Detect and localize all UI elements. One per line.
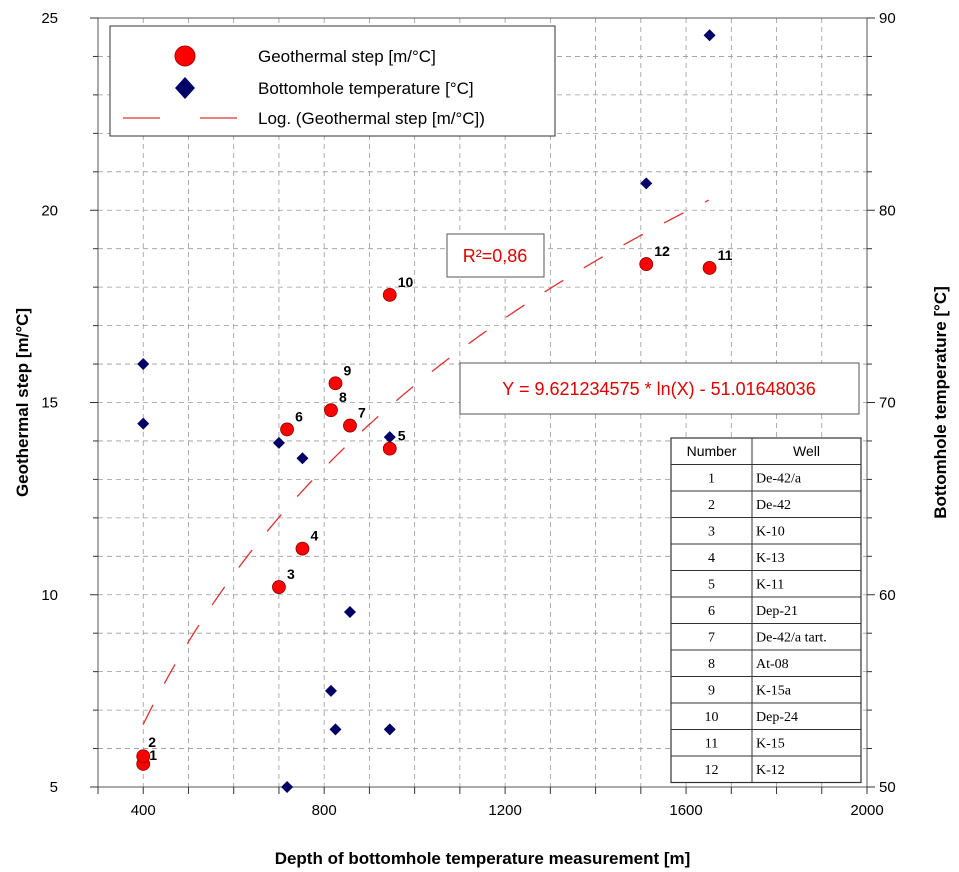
legend-label-geothermal-step: Geothermal step [m/°C] [258, 47, 436, 66]
table-header-well: Well [793, 443, 820, 459]
geothermal-step-point [639, 257, 654, 271]
geothermal-step-point [702, 261, 717, 275]
table-cell-well: De-42 [756, 498, 791, 513]
x-tick-label: 2000 [850, 802, 883, 819]
table-cell-well: K-10 [756, 525, 785, 540]
point-number-label: 4 [310, 528, 318, 544]
bottomhole-temperature-point [272, 436, 285, 449]
point-number-label: 5 [398, 428, 406, 444]
table-cell-number: 3 [708, 525, 715, 540]
geothermal-step-point [382, 287, 397, 302]
table-cell-number: 8 [708, 657, 715, 672]
y-left-tick-label: 20 [41, 202, 58, 219]
bottomhole-temperature-point [329, 723, 342, 736]
point-number-label: 10 [398, 274, 414, 290]
table-cell-number: 6 [708, 604, 715, 619]
table-cell-well: K-15a [756, 684, 792, 699]
equation-frame [459, 362, 860, 415]
point-number-label: 2 [148, 734, 156, 750]
y-right-tick-label: 70 [879, 395, 896, 412]
r-squared-box: R²=0,86 [446, 233, 545, 278]
equation-box: Y = 9.621234575 * ln(X) - 51.01648036 [459, 362, 860, 415]
x-axis-title: Depth of bottomhole temperature measurem… [275, 849, 691, 868]
legend-diamond-marker [175, 77, 195, 99]
bottomhole-temperature-point [640, 177, 653, 190]
bottomhole-temperature-point [343, 606, 356, 619]
geothermal-step-point [295, 541, 310, 556]
table-cell-well: De-42/a tart. [756, 631, 827, 646]
y-left-tick-label: 25 [41, 10, 58, 27]
point-number-label: 7 [358, 405, 366, 421]
x-tick-label: 800 [312, 802, 337, 819]
x-tick-label: 1200 [488, 802, 521, 819]
table-cell-well: Dep-24 [756, 710, 798, 725]
geothermal-step-point [136, 749, 151, 764]
y-left-tick-label: 5 [50, 779, 58, 796]
point-number-label: 1 [149, 747, 157, 763]
geothermal-step-point [382, 441, 397, 456]
wells-table: Number Well 1 De-42/a 2 De-42 3 K-10 4 K-13 5 K-11 6… [670, 437, 862, 784]
equation-label: Y = 9.621234575 * ln(X) - 51.01648036 [502, 379, 815, 399]
bottomhole-temperature-point [703, 29, 716, 42]
y-left-axis-title: Geothermal step [m/°C] [13, 308, 32, 497]
legend-circle-marker [174, 45, 196, 67]
bottomhole-temperature-point [137, 358, 150, 371]
table-cell-well: K-11 [756, 578, 784, 593]
table-cell-well: K-12 [756, 763, 785, 778]
table-cell-number: 12 [705, 763, 719, 778]
table-cell-number: 4 [708, 551, 715, 566]
y-left-tick-label: 10 [41, 587, 58, 604]
table-cell-number: 1 [708, 472, 715, 487]
table-frame [670, 437, 862, 784]
y-right-axis-title: Bottomhole temperature [°C] [931, 286, 950, 519]
bottomhole-temperature-point [296, 452, 309, 465]
table-cell-well: At-08 [756, 657, 789, 672]
legend-label-log-trend: Log. (Geothermal step [m/°C]) [258, 109, 485, 128]
point-number-label: 12 [654, 243, 670, 259]
geothermal-step-point [328, 376, 343, 391]
table-cell-well: Dep-21 [756, 604, 798, 619]
table-cell-well: K-15 [756, 737, 785, 752]
geothermal-step-point [343, 418, 357, 433]
y-right-tick-label: 80 [879, 202, 896, 219]
bottomhole-temperature-point [383, 431, 396, 444]
table-cell-number: 11 [705, 737, 718, 752]
y-right-tick-label: 90 [879, 10, 896, 27]
point-number-label: 8 [339, 389, 347, 405]
bottomhole-temperature-point [383, 723, 396, 736]
bottomhole-temperature-point [137, 417, 150, 430]
table-cell-well: K-13 [756, 551, 785, 566]
table-cell-well: De-42/a [756, 472, 802, 487]
bottomhole-temperature-point [281, 781, 294, 793]
table-cell-number: 10 [705, 710, 719, 725]
r-squared-label: R²=0,86 [463, 246, 528, 266]
table-cell-number: 5 [708, 578, 715, 593]
point-number-label: 9 [343, 362, 351, 378]
point-number-label: 6 [295, 408, 303, 424]
y-right-tick-label: 60 [879, 587, 896, 604]
point-number-label: 11 [718, 247, 733, 263]
legend: Geothermal step [m/°C] Bottomhole temper… [109, 25, 556, 137]
point-number-label: 3 [287, 566, 295, 582]
legend-label-bottomhole-temperature: Bottomhole temperature [°C] [258, 79, 474, 98]
x-tick-label: 1600 [669, 802, 702, 819]
x-tick-label: 400 [131, 802, 156, 819]
y-left-tick-label: 15 [41, 395, 58, 412]
table-cell-number: 2 [708, 498, 715, 513]
geothermal-step-point [280, 422, 294, 437]
table-cell-number: 9 [708, 684, 715, 699]
table-cell-number: 7 [708, 631, 715, 646]
geothermal-step-point [324, 403, 338, 418]
geothermal-step-point [272, 580, 286, 594]
y-right-tick-label: 50 [879, 779, 896, 796]
r-squared-frame [446, 233, 545, 278]
bottomhole-temperature-point [324, 684, 337, 697]
table-header-number: Number [687, 443, 737, 459]
